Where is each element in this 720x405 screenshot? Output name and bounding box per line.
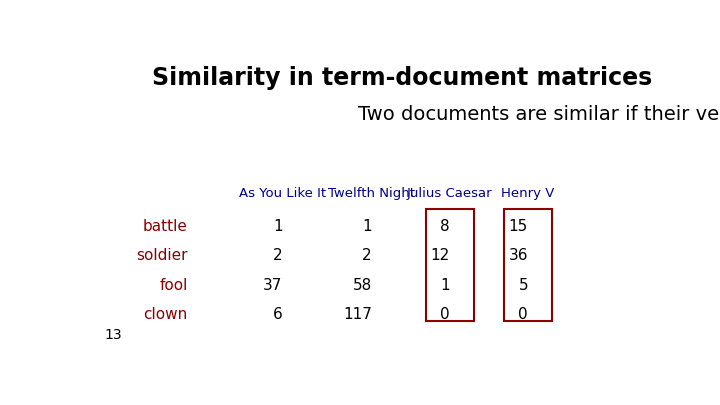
Text: 117: 117 <box>343 307 372 322</box>
Text: Similarity in term-document matrices: Similarity in term-document matrices <box>153 66 652 90</box>
Text: 2: 2 <box>362 248 372 263</box>
Text: 0: 0 <box>441 307 450 322</box>
Text: 37: 37 <box>263 278 282 293</box>
Text: soldier: soldier <box>136 248 188 263</box>
Text: Julius Caesar: Julius Caesar <box>407 188 492 200</box>
Bar <box>426 209 474 322</box>
Text: Two documents are similar if their vectors are similar: Two documents are similar if their vecto… <box>358 105 720 124</box>
Text: Henry V: Henry V <box>501 188 554 200</box>
Text: 13: 13 <box>104 328 122 342</box>
Text: 15: 15 <box>509 219 528 234</box>
Text: 8: 8 <box>441 219 450 234</box>
Text: fool: fool <box>159 278 188 293</box>
Text: clown: clown <box>143 307 188 322</box>
Text: 2: 2 <box>273 248 282 263</box>
Text: battle: battle <box>143 219 188 234</box>
Text: 12: 12 <box>431 248 450 263</box>
Text: 1: 1 <box>273 219 282 234</box>
Text: 1: 1 <box>362 219 372 234</box>
Text: As You Like It: As You Like It <box>239 188 326 200</box>
Text: 36: 36 <box>508 248 528 263</box>
Bar <box>504 209 552 322</box>
Text: 6: 6 <box>273 307 282 322</box>
Text: 58: 58 <box>353 278 372 293</box>
Text: Twelfth Night: Twelfth Night <box>328 188 415 200</box>
Text: 5: 5 <box>518 278 528 293</box>
Text: 0: 0 <box>518 307 528 322</box>
Text: 1: 1 <box>441 278 450 293</box>
